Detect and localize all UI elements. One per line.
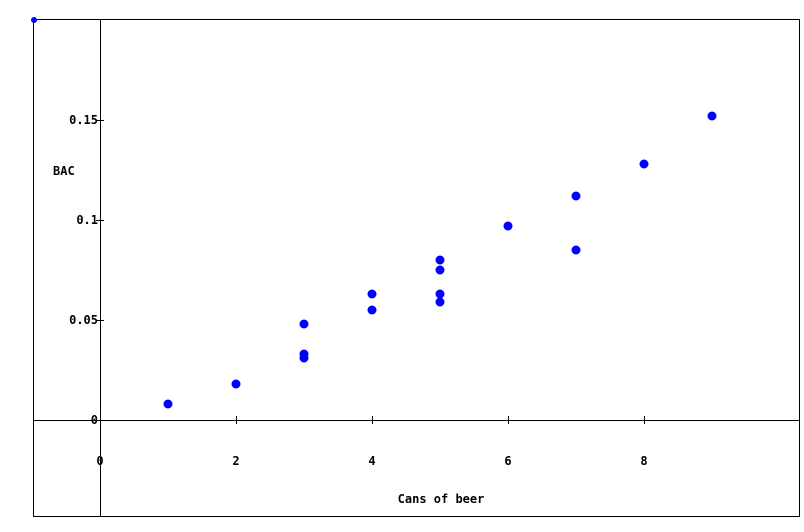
data-point <box>299 349 309 359</box>
data-point <box>571 245 581 255</box>
axes <box>33 19 800 517</box>
data-point <box>435 265 445 275</box>
x-tick-label: 4 <box>368 454 375 468</box>
y-tick-label: 0.1 <box>76 213 98 227</box>
x-tick-label: 6 <box>504 454 511 468</box>
corner-marker-icon <box>31 17 37 23</box>
plot-frame <box>33 19 800 517</box>
x-tick-label: 2 <box>232 454 239 468</box>
data-point <box>367 289 377 299</box>
data-point <box>435 297 445 307</box>
y-tick-label: 0.15 <box>69 113 98 127</box>
data-point <box>299 319 309 329</box>
data-point <box>231 379 241 389</box>
x-tick-label: 0 <box>96 454 103 468</box>
y-tick-label: 0.05 <box>69 313 98 327</box>
data-point <box>639 159 649 169</box>
y-axis-title: BAC <box>53 164 75 178</box>
data-point <box>163 399 173 409</box>
y-tick-label: 0 <box>91 413 98 427</box>
x-axis-title: Cans of beer <box>398 492 485 506</box>
data-points <box>31 17 717 409</box>
data-point <box>435 289 445 299</box>
data-point <box>435 255 445 265</box>
ticks: 0 2 4 6 8 0 0.05 0.1 0.15 <box>69 113 648 468</box>
x-tick-label: 8 <box>640 454 647 468</box>
data-point <box>707 111 717 121</box>
data-point <box>571 191 581 201</box>
data-point <box>503 221 513 231</box>
data-point <box>367 305 377 315</box>
